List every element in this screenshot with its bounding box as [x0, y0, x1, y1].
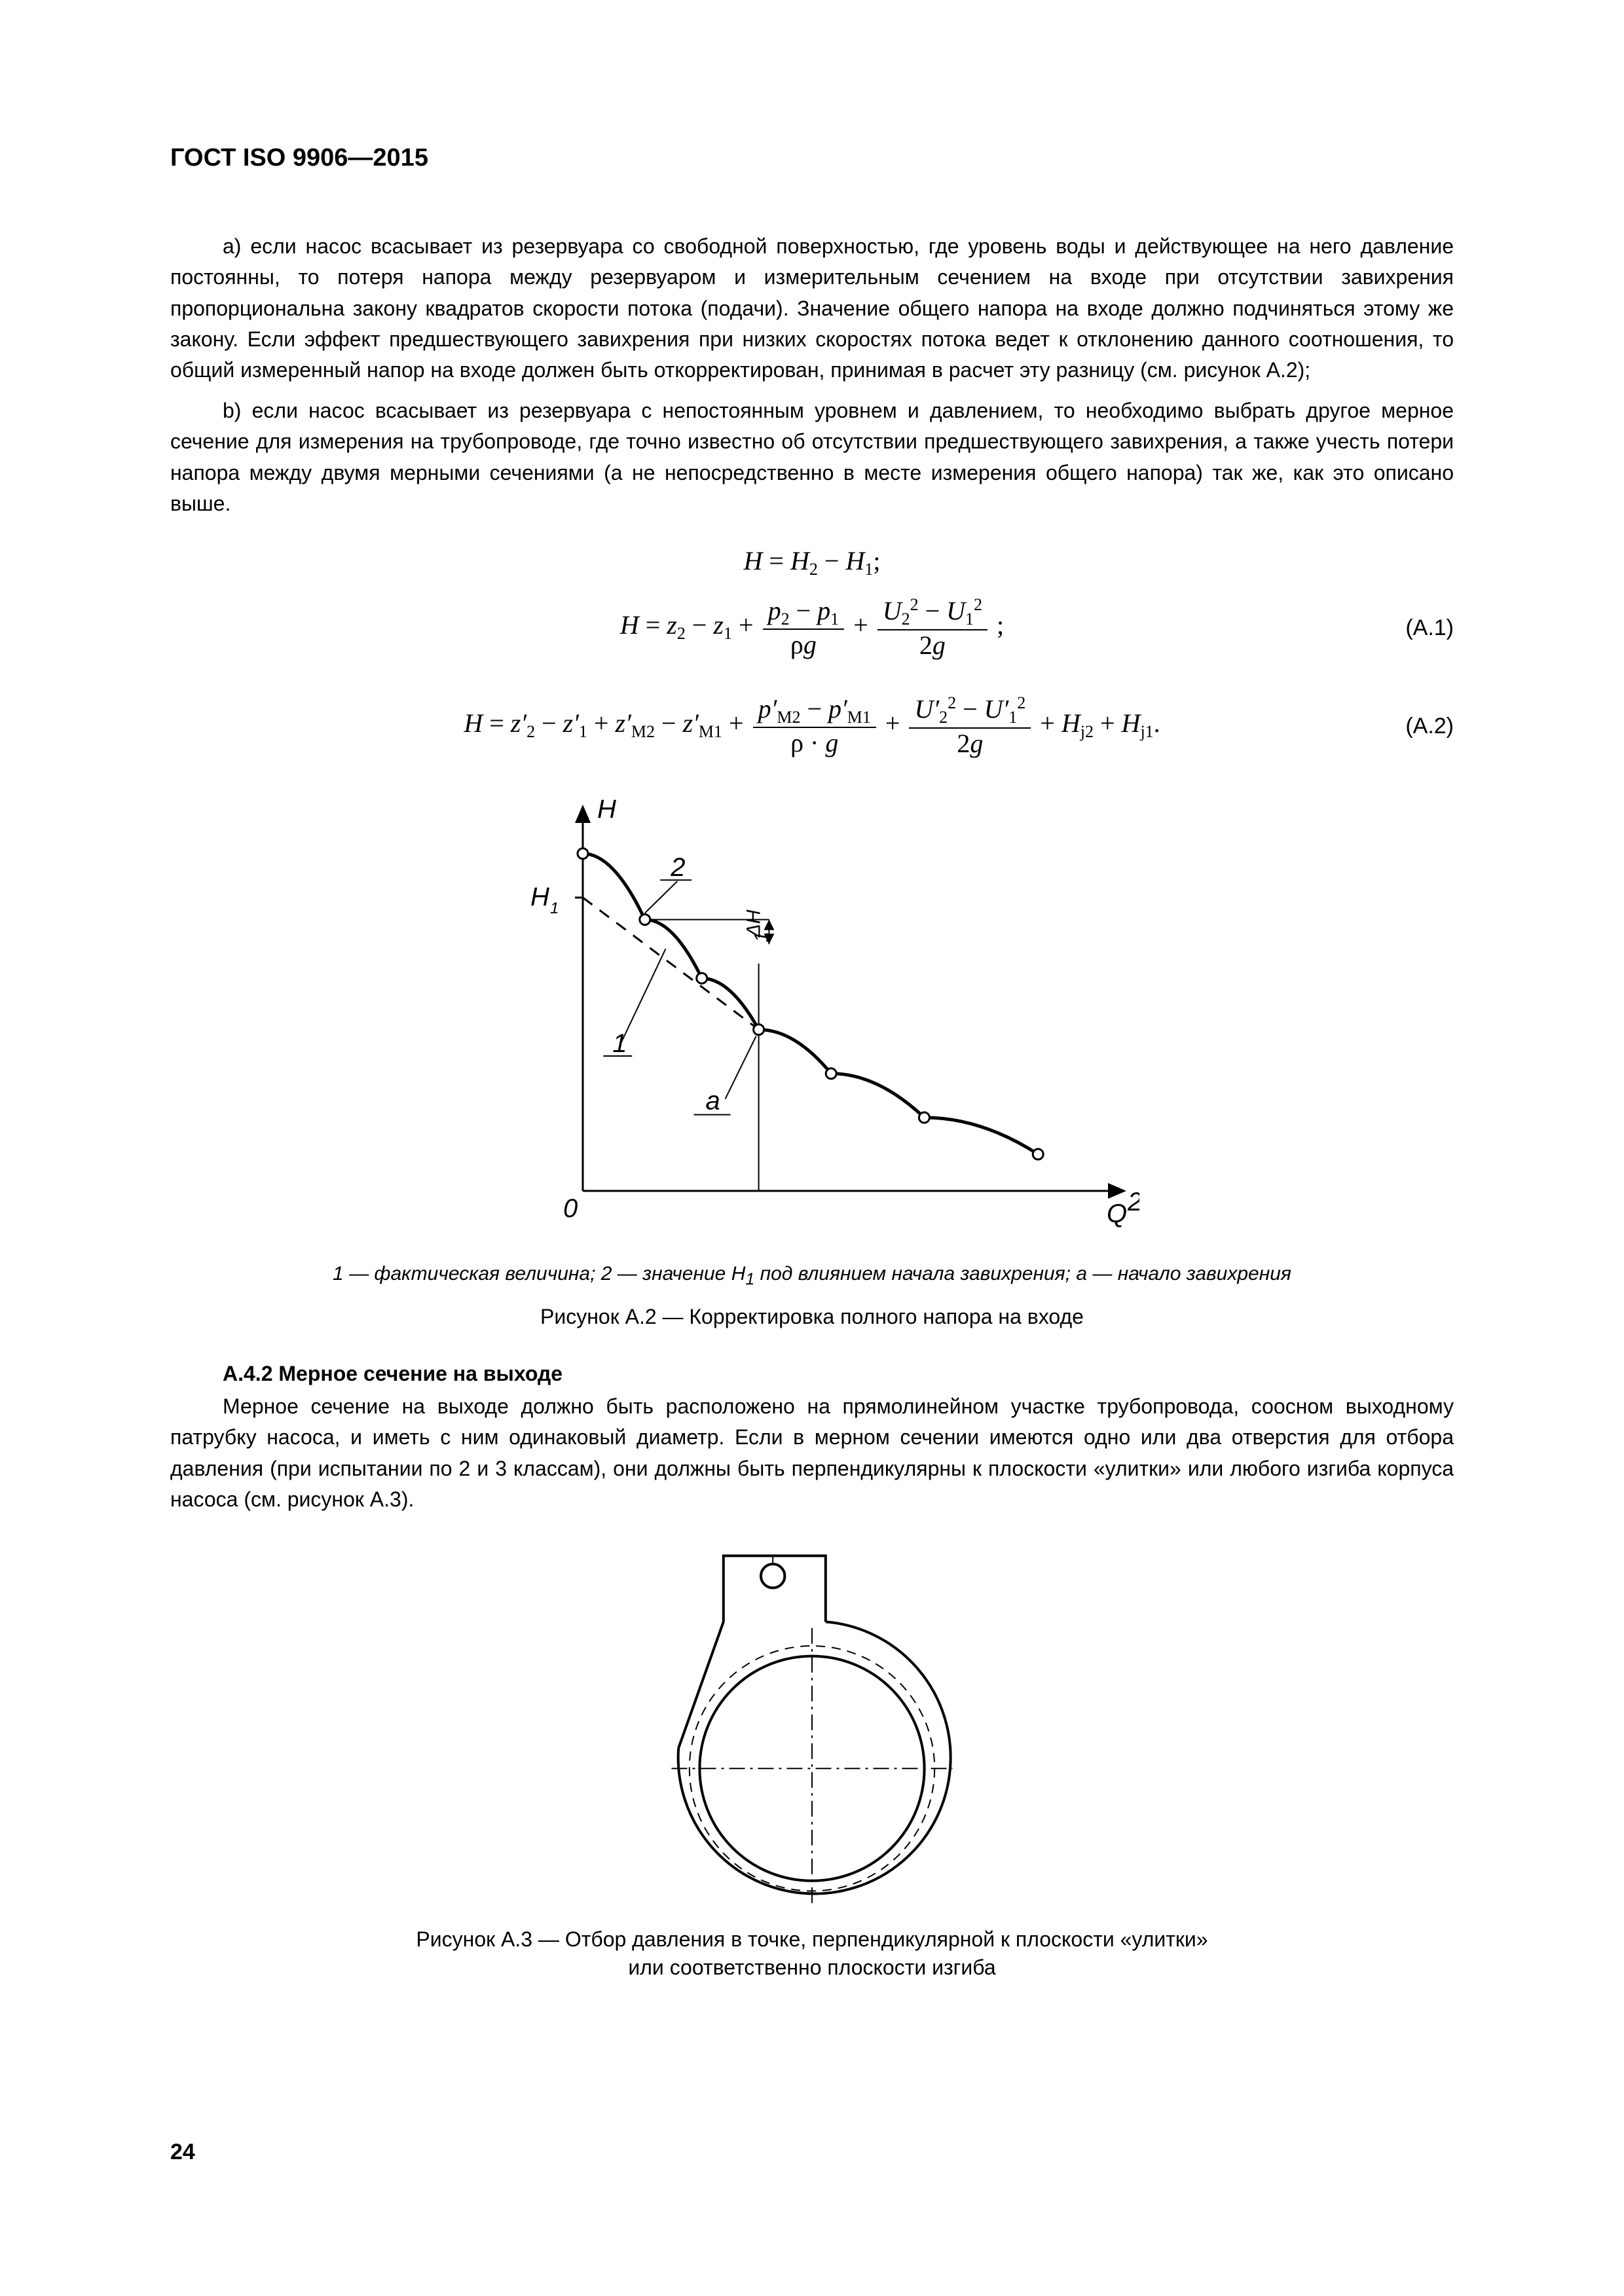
- paragraph-b-text: b) если насос всасывает из резервуара с …: [170, 399, 1454, 515]
- figure-a3-svg: [642, 1541, 982, 1908]
- equation-number-a2: (A.2): [1405, 714, 1454, 739]
- paragraph-a-text: а) если насос всасывает из резервуара со…: [170, 234, 1454, 382]
- figure-a3-title-line1: Рисунок А.3 — Отбор давления в точке, пе…: [170, 1927, 1454, 1952]
- figure-a2-title: Рисунок А.2 — Корректировка полного напо…: [170, 1305, 1454, 1329]
- equation-a1: H = z2 − z1 + p2 − p1ρg + U22 − U122g ; …: [170, 595, 1454, 661]
- svg-text:H: H: [530, 883, 549, 911]
- equation-h-h2-h1: H = H2 − H1;: [170, 545, 1454, 579]
- svg-text:2: 2: [670, 853, 685, 882]
- equation-a2: H = z′2 − z′1 + z′M2 − z′M1 + p′M2 − p′M…: [170, 693, 1454, 759]
- page-number: 24: [170, 2140, 195, 2165]
- fig-a2-legend-suffix: под влиянием начала завихрения; a — нача…: [754, 1263, 1291, 1285]
- figure-a2: H0Q2H1ΔH1a12: [170, 785, 1454, 1243]
- page-container: ГОСТ ISO 9906—2015 а) если насос всасыва…: [0, 0, 1624, 2296]
- paragraph-b: b) если насос всасывает из резервуара с …: [170, 395, 1454, 519]
- figure-a2-svg: H0Q2H1ΔH1a12: [485, 785, 1139, 1243]
- svg-text:H: H: [597, 795, 616, 824]
- equation-number-a1: (A.1): [1405, 615, 1454, 641]
- svg-text:0: 0: [563, 1194, 578, 1223]
- section-a42-heading: А.4.2 Мерное сечение на выходе: [170, 1362, 1454, 1386]
- svg-text:Q: Q: [1107, 1199, 1127, 1228]
- figure-a2-legend: 1 — фактическая величина; 2 — значение H…: [170, 1263, 1454, 1289]
- figure-a3: [170, 1541, 1454, 1908]
- doc-header: ГОСТ ISO 9906—2015: [170, 144, 1454, 172]
- equations-block: H = H2 − H1; H = z2 − z1 + p2 − p1ρg + U…: [170, 545, 1454, 759]
- paragraph-a: а) если насос всасывает из резервуара со…: [170, 231, 1454, 386]
- svg-text:a: a: [706, 1087, 720, 1116]
- fig-a2-legend-h1: H: [731, 1263, 746, 1285]
- svg-text:1: 1: [750, 932, 772, 943]
- fig-a2-legend-h1-sub: 1: [745, 1270, 754, 1288]
- figure-a3-title-line2: или соответственно плоскости изгиба: [170, 1956, 1454, 1980]
- svg-text:1: 1: [550, 900, 559, 917]
- section-a42-body: Мерное сечение на выходе должно быть рас…: [170, 1391, 1454, 1515]
- svg-text:2: 2: [1127, 1188, 1139, 1216]
- fig-a2-legend-prefix: 1 — фактическая величина; 2 — значение: [333, 1263, 731, 1285]
